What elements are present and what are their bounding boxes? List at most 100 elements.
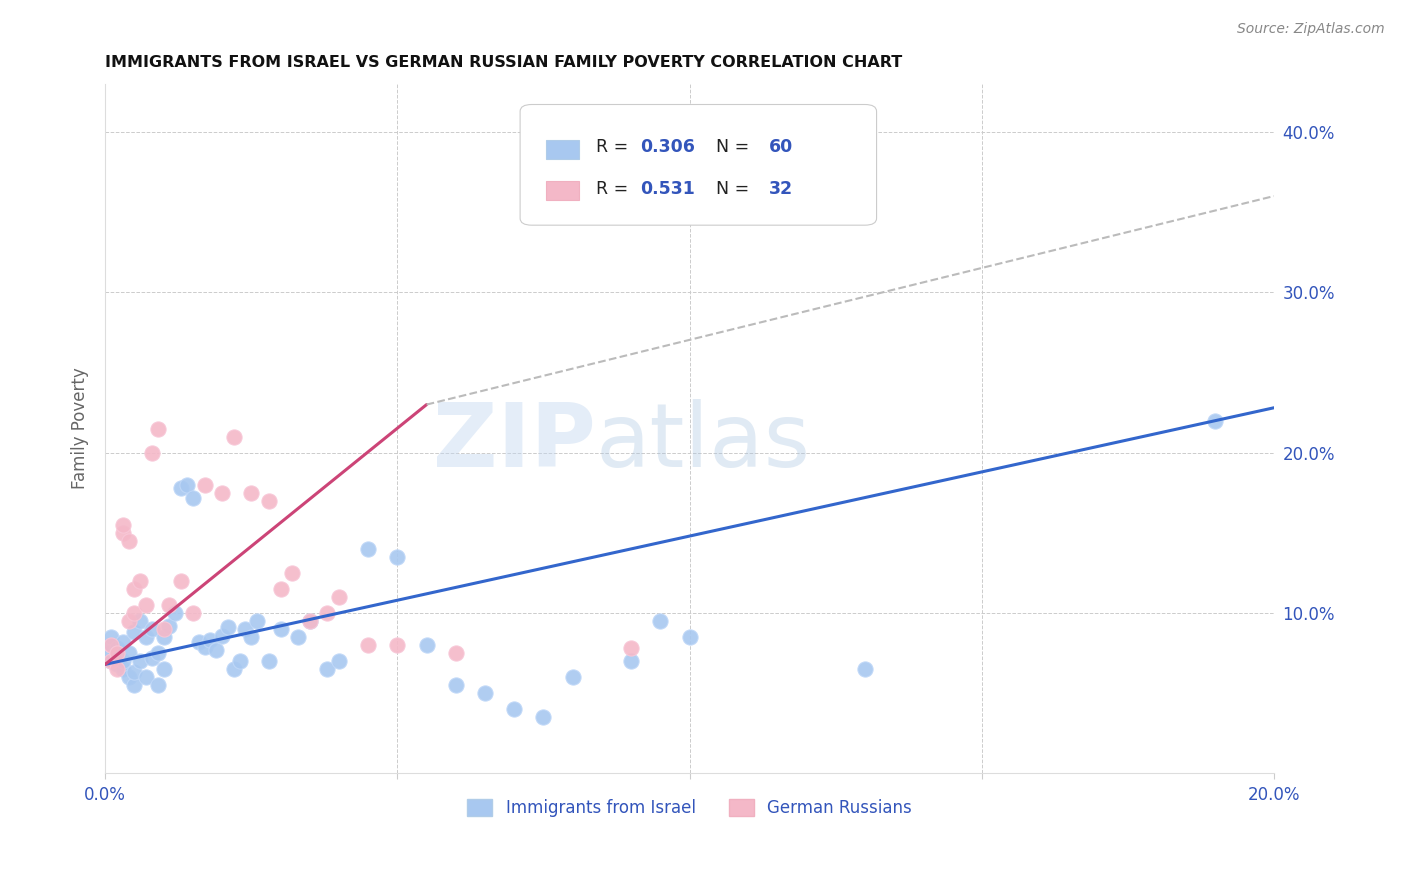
Point: [1205, 414, 1227, 428]
Point: [129, 574, 152, 588]
Point: [328, 654, 350, 668]
Point: [105, 646, 128, 660]
Text: Source: ZipAtlas.com: Source: ZipAtlas.com: [1237, 22, 1385, 37]
Point: [146, 422, 169, 436]
Point: [222, 430, 245, 444]
Point: [357, 638, 380, 652]
Point: [135, 598, 157, 612]
Point: [620, 641, 643, 656]
Point: [246, 614, 269, 628]
Point: [211, 485, 233, 500]
Text: IMMIGRANTS FROM ISRAEL VS GERMAN RUSSIAN FAMILY POVERTY CORRELATION CHART: IMMIGRANTS FROM ISRAEL VS GERMAN RUSSIAN…: [105, 55, 903, 70]
Text: 32: 32: [769, 179, 793, 198]
Point: [170, 481, 193, 495]
Point: [100, 654, 122, 668]
Point: [181, 491, 204, 505]
Point: [193, 640, 215, 654]
Point: [503, 702, 526, 716]
Point: [620, 654, 643, 668]
Point: [222, 662, 245, 676]
Text: R =: R =: [596, 179, 640, 198]
Point: [159, 598, 181, 612]
Point: [135, 630, 157, 644]
Point: [853, 662, 876, 676]
Point: [124, 665, 146, 680]
Point: [117, 646, 139, 660]
Text: R =: R =: [596, 138, 634, 156]
Point: [152, 622, 174, 636]
Point: [170, 574, 193, 588]
Text: 0.531: 0.531: [641, 179, 696, 198]
Point: [316, 606, 339, 620]
Point: [129, 614, 152, 628]
Point: [387, 638, 409, 652]
Point: [205, 643, 228, 657]
Point: [387, 549, 409, 564]
FancyBboxPatch shape: [546, 181, 578, 201]
Point: [270, 622, 292, 636]
Point: [281, 566, 304, 580]
Point: [146, 646, 169, 660]
Point: [124, 606, 146, 620]
Point: [650, 614, 672, 628]
Point: [193, 477, 215, 491]
Point: [135, 670, 157, 684]
Point: [415, 638, 437, 652]
Y-axis label: Family Poverty: Family Poverty: [72, 368, 89, 490]
Point: [141, 622, 163, 636]
Text: 60: 60: [769, 138, 793, 156]
Legend: Immigrants from Israel, German Russians: Immigrants from Israel, German Russians: [461, 792, 918, 823]
Point: [240, 630, 263, 644]
Point: [152, 630, 174, 644]
Point: [141, 651, 163, 665]
Point: [111, 635, 134, 649]
Point: [678, 630, 700, 644]
Point: [111, 525, 134, 540]
Point: [211, 628, 233, 642]
Point: [152, 662, 174, 676]
Point: [240, 485, 263, 500]
Point: [181, 606, 204, 620]
Point: [287, 630, 309, 644]
Point: [111, 662, 134, 676]
Text: N =: N =: [704, 138, 755, 156]
Point: [270, 582, 292, 596]
Point: [165, 606, 187, 620]
Point: [129, 654, 152, 668]
Point: [117, 533, 139, 548]
Point: [187, 635, 209, 649]
Point: [105, 657, 128, 672]
Point: [146, 678, 169, 692]
Point: [357, 541, 380, 556]
Point: [328, 590, 350, 604]
Text: N =: N =: [704, 179, 755, 198]
Point: [124, 625, 146, 640]
Point: [257, 654, 280, 668]
Text: ZIP: ZIP: [433, 399, 596, 486]
Point: [117, 614, 139, 628]
Point: [444, 678, 467, 692]
Point: [257, 493, 280, 508]
Point: [100, 638, 122, 652]
Point: [533, 710, 555, 724]
Point: [124, 678, 146, 692]
Point: [100, 630, 122, 644]
Point: [105, 641, 128, 656]
Point: [217, 620, 239, 634]
Point: [111, 517, 134, 532]
Point: [159, 619, 181, 633]
Point: [298, 614, 321, 628]
Point: [105, 651, 128, 665]
Point: [111, 654, 134, 668]
Point: [316, 662, 339, 676]
Point: [228, 654, 250, 668]
Point: [124, 582, 146, 596]
Point: [105, 662, 128, 676]
Point: [235, 622, 257, 636]
Text: 0.306: 0.306: [641, 138, 696, 156]
Point: [474, 686, 496, 700]
Point: [176, 477, 198, 491]
Point: [444, 646, 467, 660]
Point: [117, 670, 139, 684]
Text: atlas: atlas: [596, 399, 811, 486]
